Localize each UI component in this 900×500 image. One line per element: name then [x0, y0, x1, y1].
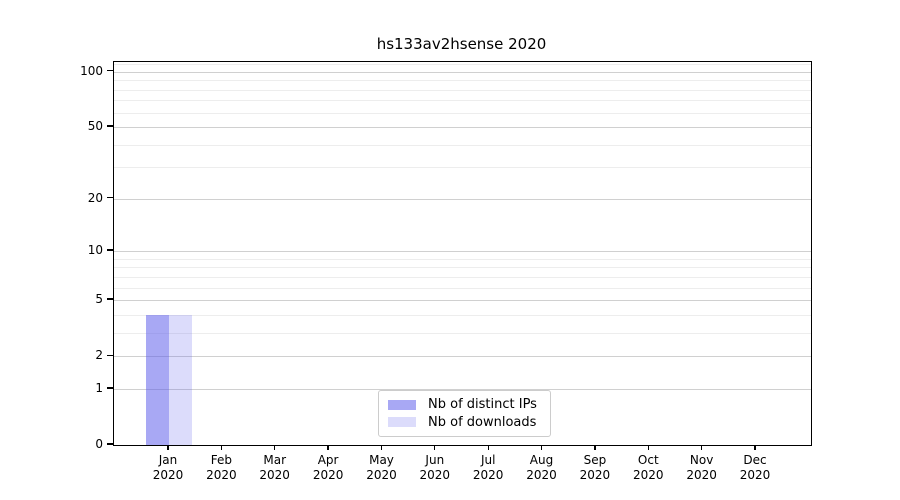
minor-gridline: [114, 100, 811, 102]
x-tick-label: Apr 2020: [312, 453, 344, 482]
major-gridline: [114, 300, 811, 302]
x-tick-label: Jul 2020: [472, 453, 504, 482]
x-tick-mark: [220, 445, 223, 451]
major-gridline: [114, 127, 811, 128]
minor-gridline: [114, 112, 811, 114]
minor-gridline: [114, 258, 811, 260]
x-tick-label: Jan 2020: [152, 453, 184, 482]
y-tick-mark: [107, 443, 113, 445]
x-tick-label: Sep 2020: [579, 453, 611, 482]
x-tick-label: Aug 2020: [526, 453, 557, 482]
legend-label: Nb of downloads: [428, 414, 537, 430]
x-tick-mark: [594, 445, 596, 451]
major-gridline: [114, 71, 811, 73]
minor-gridline: [114, 64, 811, 66]
major-gridline: [114, 198, 811, 200]
bar-distinct-ips: [146, 314, 169, 445]
y-tick-label: 1: [95, 380, 103, 395]
minor-gridline: [114, 276, 811, 278]
x-tick-mark: [700, 445, 703, 451]
x-tick-label: Mar 2020: [259, 453, 290, 482]
y-tick-label: 50: [87, 119, 103, 133]
bar-downloads: [169, 314, 192, 445]
minor-gridline: [114, 267, 811, 269]
plot-area: [113, 61, 812, 446]
x-tick-mark: [647, 445, 649, 451]
y-tick-label: 2: [95, 348, 103, 363]
x-tick-label: May 2020: [366, 453, 397, 482]
y-tick-mark: [107, 70, 113, 72]
y-tick-label: 5: [95, 292, 103, 307]
y-tick-mark: [107, 387, 113, 389]
x-tick-mark: [274, 445, 276, 451]
y-tick-label: 10: [87, 243, 103, 258]
y-tick-label: 20: [87, 190, 103, 205]
y-tick-mark: [107, 197, 113, 199]
x-tick-mark: [380, 445, 383, 451]
x-tick-mark: [754, 445, 756, 451]
x-tick-label: Feb 2020: [206, 453, 237, 482]
x-tick-mark: [167, 445, 169, 451]
legend-row: Nb of downloads: [388, 414, 541, 432]
minor-gridline: [114, 332, 811, 334]
x-tick-mark: [487, 445, 489, 451]
legend: Nb of distinct IPs Nb of downloads: [378, 390, 551, 437]
y-tick-label: 0: [95, 437, 103, 451]
x-tick-label: Jun 2020: [419, 453, 451, 482]
legend-swatch: [388, 417, 416, 428]
y-tick-mark: [107, 298, 113, 300]
major-gridline: [114, 356, 811, 358]
minor-gridline: [114, 89, 811, 91]
x-tick-label: Oct 2020: [633, 453, 664, 482]
minor-gridline: [114, 80, 811, 82]
y-tick-mark: [107, 125, 113, 127]
x-tick-mark: [327, 445, 329, 451]
chart-title: hs133av2hsense 2020: [376, 35, 547, 53]
legend-swatch: [388, 399, 416, 410]
x-tick-label: Nov 2020: [686, 453, 717, 482]
minor-gridline: [114, 314, 811, 316]
x-tick-mark: [540, 445, 543, 451]
y-tick-mark: [107, 249, 113, 251]
y-tick-label: 100: [80, 63, 103, 78]
minor-gridline: [114, 167, 811, 169]
minor-gridline: [114, 144, 811, 146]
major-gridline: [114, 388, 811, 390]
x-tick-label: Dec 2020: [739, 453, 771, 482]
minor-gridline: [114, 287, 811, 289]
y-tick-mark: [107, 354, 113, 356]
x-tick-mark: [434, 445, 436, 451]
legend-row: Nb of distinct IPs: [388, 396, 541, 414]
major-gridline: [114, 251, 811, 253]
legend-label: Nb of distinct IPs: [428, 397, 537, 413]
